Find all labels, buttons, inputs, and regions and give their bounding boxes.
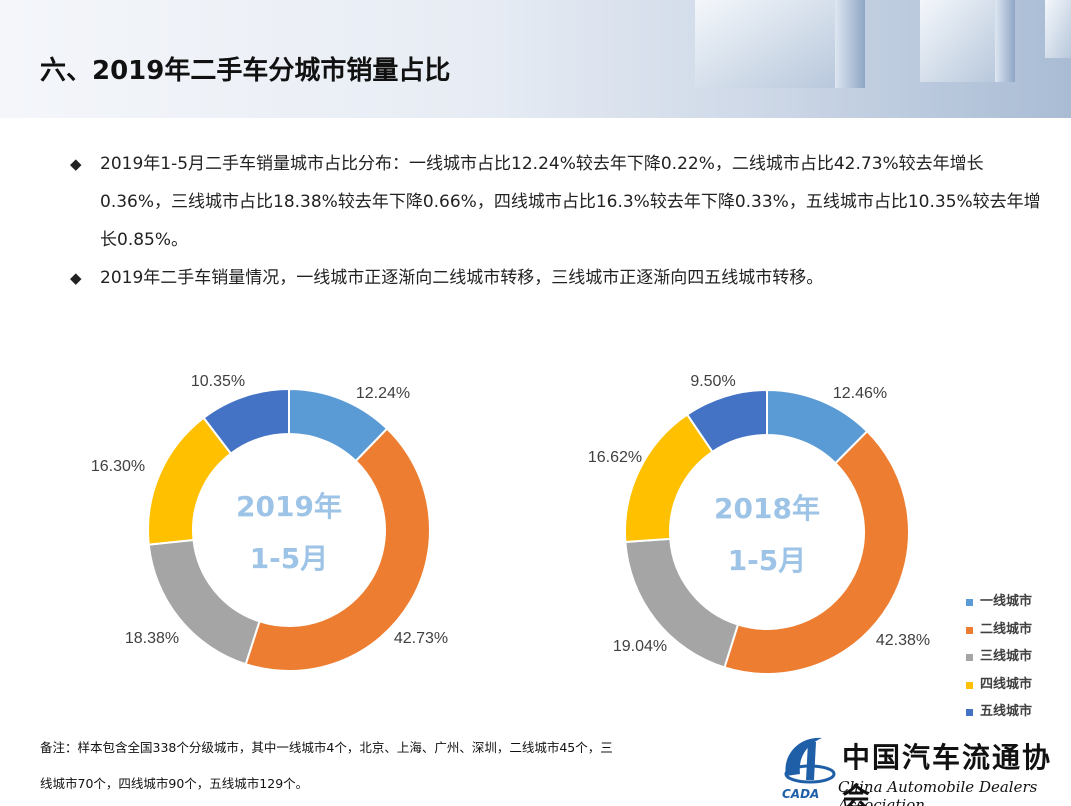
- donut-center-label: 1-5月: [728, 544, 807, 577]
- legend-label: 二线城市: [980, 621, 1033, 637]
- slice-data-label: 19.04%: [613, 638, 667, 655]
- donut-slice: [202, 387, 290, 455]
- cada-logo: CADA 中国汽车流通协会 China Automobile Dealers A…: [778, 728, 1068, 806]
- legend-item: 四线城市: [966, 675, 1032, 703]
- legend-label: 五线城市: [980, 704, 1033, 719]
- footnote-line: 线城市70个，四线城市90个，五线城市129个。: [40, 776, 309, 791]
- bullet-text: 2019年1-5月二手车销量城市占比分布：一线城市占比12.24%较去年下降0.…: [100, 154, 1041, 250]
- donut-slice: [244, 427, 431, 672]
- footnote: 备注：样本包含全国338个分级城市，其中一线城市4个，北京、上海、广州、深圳，二…: [40, 730, 730, 802]
- slice-data-label: 16.62%: [588, 449, 642, 466]
- slice-data-label: 9.50%: [690, 373, 735, 390]
- donut-chart: 12.46% 42.38% 19.04% 16.62% 9.50% 2018年 1-5月: [588, 373, 930, 675]
- donut-slice: [723, 429, 910, 675]
- logo-abbr: CADA: [782, 787, 819, 801]
- bullet-list: ◆ 2019年1-5月二手车销量城市占比分布：一线城市占比12.24%较去年下降…: [70, 145, 1045, 297]
- donut-center-label: 2019年: [236, 490, 342, 523]
- legend-swatch: [966, 626, 973, 634]
- diamond-bullet-icon: ◆: [70, 269, 82, 287]
- legend-item: 一线城市: [966, 592, 1032, 620]
- legend-item: 三线城市: [966, 647, 1032, 675]
- slice-data-label: 16.30%: [91, 458, 145, 475]
- legend-swatch: [966, 709, 973, 716]
- legend-label: 三线城市: [980, 649, 1033, 664]
- header-banner: 六、2019年二手车分城市销量占比: [0, 0, 1071, 118]
- slice-data-label: 10.35%: [191, 373, 245, 390]
- cada-emblem-icon: CADA: [782, 737, 836, 801]
- logo-english-name: China Automobile Dealers Association: [838, 778, 1038, 806]
- chart-legend: 一线城市 二线城市 三线城市 四线城市 五线城市: [966, 592, 1032, 730]
- donut-center-label: 2018年: [714, 492, 820, 525]
- slice-data-label: 18.38%: [125, 630, 179, 647]
- legend-item: 二线城市: [966, 620, 1032, 648]
- donut-charts: 12.24%42.73%18.38%16.30%10.35%2019年1-5月1…: [91, 373, 930, 675]
- bullet-item: ◆ 2019年1-5月二手车销量城市占比分布：一线城市占比12.24%较去年下降…: [70, 145, 1045, 259]
- slice-data-label: 42.73%: [394, 630, 448, 647]
- donut-slice: [685, 388, 768, 454]
- slice-data-label: 12.24%: [356, 385, 410, 402]
- legend-swatch: [966, 599, 973, 606]
- legend-label: 一线城市: [980, 594, 1033, 609]
- donut-chart: 12.24% 42.73% 18.38% 16.30% 10.35% 2019年 1-5月: [91, 373, 448, 672]
- footnote-line: 备注：样本包含全国338个分级城市，其中一线城市4个，北京、上海、广州、深圳，二…: [40, 740, 613, 755]
- slice-data-label: 42.38%: [876, 632, 930, 649]
- logo-chinese-name: 中国汽车流通协会: [842, 741, 1053, 806]
- legend-swatch: [966, 681, 973, 689]
- legend-swatch: [966, 654, 973, 661]
- legend-item: 五线城市: [966, 702, 1032, 730]
- bullet-text: 2019年二手车销量情况，一线城市正逐渐向二线城市转移，三线城市正逐渐向四五线城…: [100, 268, 824, 288]
- legend-label: 四线城市: [980, 676, 1033, 692]
- diamond-bullet-icon: ◆: [70, 155, 82, 173]
- donut-center-label: 1-5月: [250, 542, 329, 575]
- bullet-item: ◆ 2019年二手车销量情况，一线城市正逐渐向二线城市转移，三线城市正逐渐向四五…: [70, 259, 1045, 297]
- page-title: 六、2019年二手车分城市销量占比: [40, 56, 451, 86]
- slice-data-label: 12.46%: [833, 385, 887, 402]
- header-decoration-image: [695, 0, 1071, 88]
